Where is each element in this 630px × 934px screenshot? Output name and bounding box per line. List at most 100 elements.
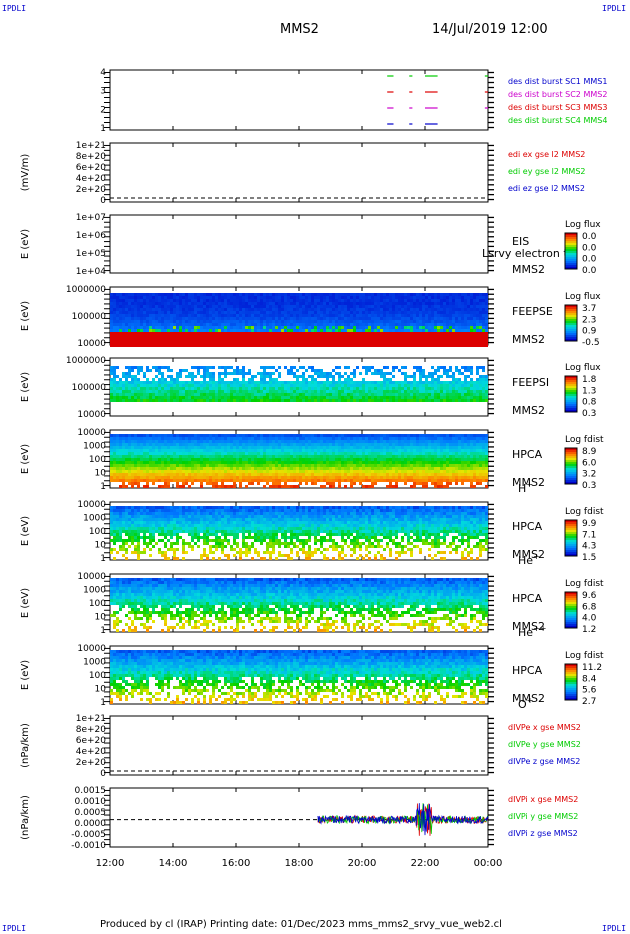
- heatmap-cell: [245, 455, 248, 458]
- heatmap-cell: [212, 387, 215, 390]
- heatmap-cell: [458, 311, 461, 314]
- heatmap-cell: [293, 332, 296, 335]
- heatmap-cell: [185, 479, 188, 482]
- heatmap-cell: [161, 390, 164, 393]
- heatmap-cell: [299, 299, 302, 302]
- heatmap-cell: [227, 296, 230, 299]
- heatmap-cell: [215, 323, 218, 326]
- heatmap-cell: [374, 338, 377, 341]
- heatmap-cell: [437, 390, 440, 393]
- heatmap-cell: [110, 335, 113, 338]
- heatmap-cell: [215, 314, 218, 317]
- colorbar-swatch: [565, 243, 577, 246]
- heatmap-cell: [179, 452, 182, 455]
- heatmap-cell: [338, 326, 341, 329]
- heatmap-cell: [335, 326, 338, 329]
- heatmap-cell: [200, 458, 203, 461]
- heatmap-cell: [341, 302, 344, 305]
- heatmap-cell: [440, 338, 443, 341]
- heatmap-cell: [155, 299, 158, 302]
- heatmap-cell: [146, 366, 149, 369]
- heatmap-cell: [242, 461, 245, 464]
- heatmap-cell: [116, 317, 119, 320]
- heatmap-cell: [170, 344, 173, 347]
- heatmap-cell: [365, 344, 368, 347]
- heatmap-cell: [383, 335, 386, 338]
- heatmap-cell: [428, 317, 431, 320]
- heatmap-cell: [278, 381, 281, 384]
- heatmap-cell: [185, 338, 188, 341]
- heatmap-cell: [233, 341, 236, 344]
- heatmap-cell: [251, 434, 254, 437]
- heatmap-cell: [281, 338, 284, 341]
- heatmap-cell: [236, 461, 239, 464]
- heatmap-cell: [443, 302, 446, 305]
- heatmap-cell: [443, 320, 446, 323]
- heatmap-cell: [134, 458, 137, 461]
- spacecraft-title: MMS2: [280, 22, 319, 37]
- heatmap-cell: [242, 440, 245, 443]
- heatmap-cell: [167, 476, 170, 479]
- heatmap-cell: [161, 308, 164, 311]
- heatmap-cell: [239, 482, 242, 485]
- heatmap-cell: [140, 293, 143, 296]
- heatmap-cell: [140, 344, 143, 347]
- heatmap-cell: [428, 314, 431, 317]
- heatmap-cell: [284, 314, 287, 317]
- heatmap-cell: [251, 399, 254, 402]
- heatmap-cell: [122, 470, 125, 473]
- heatmap-cell: [215, 461, 218, 464]
- heatmap-cell: [155, 387, 158, 390]
- heatmap-cell: [215, 455, 218, 458]
- heatmap-cell: [350, 399, 353, 402]
- heatmap-cell: [416, 393, 419, 396]
- heatmap-cell: [185, 344, 188, 347]
- heatmap-cell: [383, 308, 386, 311]
- heatmap-cell: [224, 384, 227, 387]
- heatmap-cell: [458, 344, 461, 347]
- heatmap-cell: [173, 399, 176, 402]
- heatmap-cell: [428, 381, 431, 384]
- heatmap-cell: [200, 317, 203, 320]
- heatmap-cell: [455, 381, 458, 384]
- heatmap-cell: [272, 308, 275, 311]
- heatmap-cell: [149, 320, 152, 323]
- heatmap-cell: [221, 293, 224, 296]
- heatmap-cell: [158, 437, 161, 440]
- heatmap-cell: [344, 335, 347, 338]
- heatmap-cell: [194, 452, 197, 455]
- heatmap-cell: [245, 384, 248, 387]
- heatmap-cell: [323, 323, 326, 326]
- heatmap-cell: [449, 344, 452, 347]
- heatmap-cell: [290, 440, 293, 443]
- heatmap-cell: [413, 366, 416, 369]
- heatmap-cell: [287, 314, 290, 317]
- heatmap-cell: [143, 464, 146, 467]
- heatmap-cell: [464, 378, 467, 381]
- heatmap-cell: [248, 378, 251, 381]
- heatmap-cell: [296, 479, 299, 482]
- heatmap-cell: [245, 372, 248, 375]
- heatmap-cell: [476, 308, 479, 311]
- heatmap-cell: [155, 446, 158, 449]
- heatmap-cell: [377, 314, 380, 317]
- heatmap-cell: [221, 482, 224, 485]
- heatmap-cell: [281, 467, 284, 470]
- heatmap-cell: [272, 384, 275, 387]
- heatmap-cell: [329, 372, 332, 375]
- heatmap-cell: [188, 446, 191, 449]
- heatmap-cell: [281, 341, 284, 344]
- heatmap-cell: [152, 443, 155, 446]
- heatmap-cell: [410, 338, 413, 341]
- heatmap-cell: [209, 449, 212, 452]
- heatmap-cell: [149, 329, 152, 332]
- heatmap-cell: [329, 305, 332, 308]
- colorbar-swatch: [565, 237, 577, 240]
- heatmap-cell: [236, 455, 239, 458]
- heatmap-cell: [140, 443, 143, 446]
- heatmap-cell: [137, 458, 140, 461]
- heatmap-cell: [311, 317, 314, 320]
- heatmap-cell: [161, 434, 164, 437]
- heatmap-cell: [311, 378, 314, 381]
- heatmap-cell: [290, 461, 293, 464]
